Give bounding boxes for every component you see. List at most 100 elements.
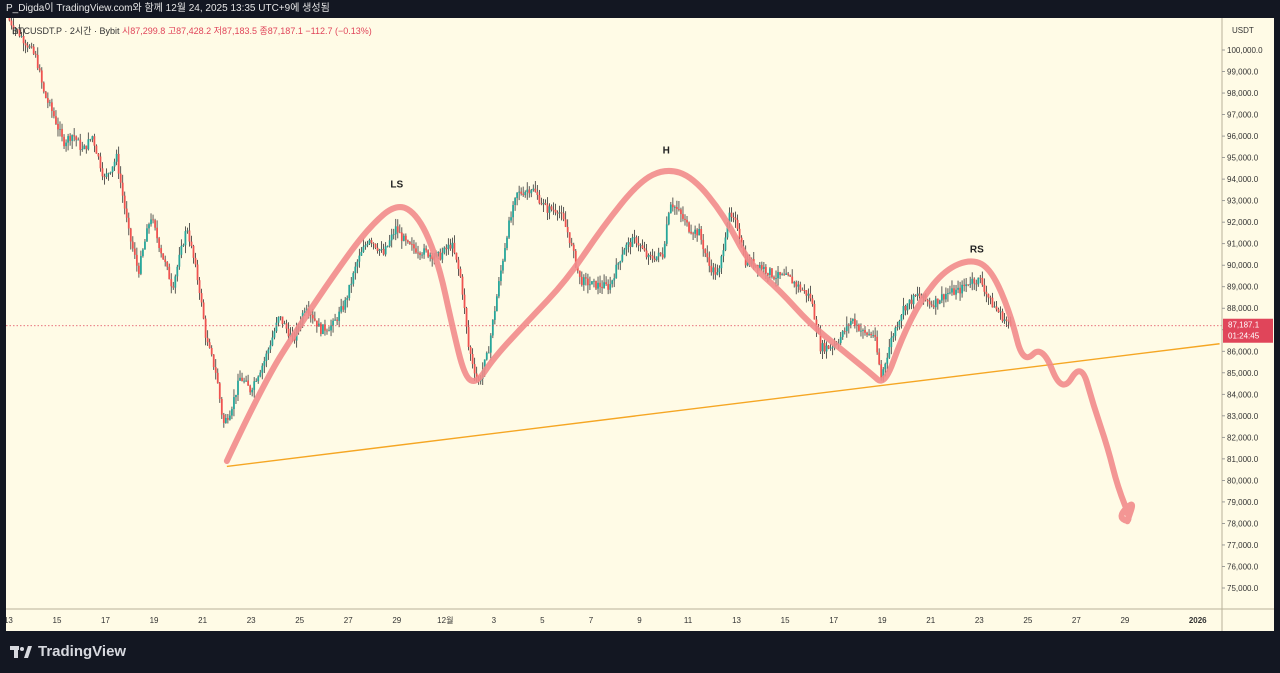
candle — [601, 280, 603, 295]
candle-body-up — [237, 380, 239, 395]
candle — [971, 272, 974, 291]
candle — [522, 186, 525, 197]
candle — [710, 259, 713, 276]
candle-body-down — [661, 254, 664, 258]
candle-body-up — [366, 243, 369, 246]
candle-body-up — [593, 280, 595, 282]
candle-body-down — [137, 265, 140, 274]
candle — [26, 41, 29, 53]
candle — [856, 320, 858, 333]
candle — [212, 354, 215, 370]
candle — [789, 274, 792, 277]
candle — [111, 166, 114, 178]
candle — [269, 340, 272, 353]
candle — [77, 137, 80, 141]
candle — [578, 270, 581, 285]
candle-body-down — [208, 342, 211, 348]
candle — [44, 90, 47, 99]
candle-body-down — [164, 259, 167, 262]
candle — [243, 377, 245, 384]
candle — [30, 42, 33, 49]
candle — [536, 185, 539, 200]
candle — [734, 211, 737, 228]
candle-body-down — [204, 318, 207, 338]
candle — [315, 320, 318, 333]
candle — [700, 225, 703, 245]
candle — [619, 260, 622, 271]
candle — [117, 146, 120, 179]
candle-body-up — [627, 242, 630, 245]
candle — [170, 273, 173, 294]
y-tick-label: 94,000.0 — [1227, 175, 1259, 184]
candle-body-up — [384, 246, 387, 255]
candle — [730, 207, 733, 222]
candle — [386, 245, 389, 248]
candle — [419, 251, 421, 261]
candle-body-down — [734, 217, 737, 220]
candle-body-up — [487, 352, 490, 354]
candle — [338, 306, 341, 328]
candle — [657, 247, 660, 263]
legend-symbol[interactable]: BTCUSDT.P — [12, 26, 62, 36]
candle — [736, 214, 739, 231]
candle — [154, 218, 156, 231]
candle — [192, 244, 195, 264]
candle-body-up — [87, 139, 90, 150]
candle — [965, 278, 968, 293]
candle-body-up — [851, 318, 854, 322]
candle-body-down — [409, 242, 411, 244]
candle-body-up — [512, 205, 514, 218]
candle — [639, 243, 642, 252]
candle — [694, 225, 697, 238]
candle-body-down — [194, 257, 197, 265]
candle-body-down — [459, 268, 462, 277]
candle-body-up — [356, 261, 359, 267]
candle — [119, 166, 122, 189]
candle — [152, 214, 154, 224]
candle-body-down — [576, 266, 579, 271]
candle — [392, 228, 395, 240]
candle-body-up — [328, 330, 330, 332]
candle-body-down — [684, 218, 686, 220]
candle-body-down — [811, 298, 814, 304]
price-chart[interactable]: LS H RS USDT 75,000.0 76,000.0 77,000.0 78,000.… — [6, 18, 1274, 631]
candle — [498, 277, 500, 299]
candle-body-up — [841, 331, 844, 338]
candle-body-up — [148, 224, 150, 229]
candle — [326, 328, 328, 335]
symbol-legend: BTCUSDT.P · 2시간 · Bybit 시87,299.8 고87,42… — [12, 24, 372, 37]
candle-body-up — [65, 142, 67, 147]
candle — [350, 277, 353, 293]
candle-body-down — [93, 136, 96, 146]
legend-interval[interactable]: 2시간 — [69, 26, 92, 36]
candle-body-down — [73, 135, 76, 137]
candle-body-down — [560, 212, 563, 214]
candle — [67, 133, 69, 151]
candle — [206, 330, 209, 346]
candle — [178, 247, 181, 270]
tradingview-brand[interactable]: TradingView — [10, 643, 126, 660]
candle — [356, 259, 359, 274]
candle-body-up — [993, 306, 996, 308]
candle-body-up — [657, 252, 660, 257]
candle — [795, 280, 798, 295]
candle — [647, 253, 650, 265]
candle — [97, 153, 100, 160]
candle — [188, 222, 191, 247]
candle-body-down — [659, 252, 662, 255]
snapshot-header: P_Digda이 TradingView.com와 함께 12월 24, 202… — [0, 0, 1280, 18]
candle — [714, 263, 717, 280]
candle — [556, 210, 559, 221]
candle — [168, 263, 171, 280]
candle — [443, 246, 446, 255]
candle — [760, 261, 763, 272]
candle-body-down — [320, 323, 322, 334]
candle-body-up — [491, 319, 494, 336]
candle — [532, 184, 535, 192]
candle-body-up — [868, 333, 870, 335]
candle-body-up — [368, 240, 371, 244]
candle — [809, 285, 812, 302]
candle — [597, 276, 599, 295]
candle-body-down — [46, 97, 49, 103]
candle — [239, 370, 241, 381]
